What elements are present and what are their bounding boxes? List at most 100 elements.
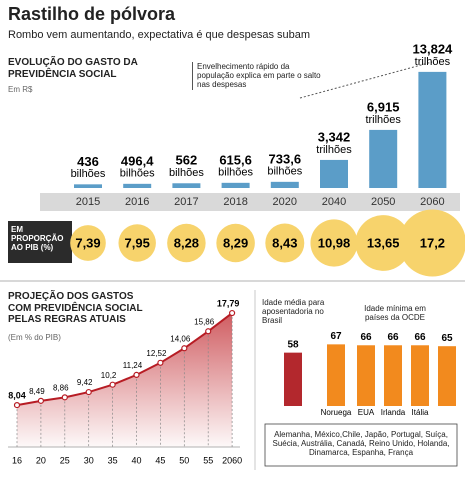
value-label: 7,95	[125, 235, 150, 250]
point	[205, 328, 212, 335]
bar	[123, 183, 152, 188]
chart-subtitle: Em R$	[8, 85, 33, 94]
x-tick-label: Noruega	[321, 408, 352, 417]
point	[109, 381, 116, 388]
x-tick-label: 2018	[223, 196, 247, 208]
chart-subtitle: (Em % do PIB)	[8, 333, 61, 342]
value-unit: bilhões	[71, 168, 106, 180]
x-tick-label: 55	[203, 455, 213, 465]
value-label: 8,49	[29, 387, 45, 396]
x-tick-label: 30	[84, 455, 94, 465]
bubble	[355, 215, 412, 271]
value-label: 496,4	[121, 153, 154, 168]
value-label: 10,98	[318, 235, 351, 250]
value-label: 8,04	[8, 390, 26, 400]
bar	[284, 352, 302, 406]
bubble	[265, 223, 305, 263]
value-label: 17,79	[217, 298, 240, 308]
x-tick-label: 2016	[125, 196, 149, 208]
bar	[411, 345, 429, 406]
value-label: 14,06	[170, 334, 191, 343]
group-label: Idade mínima em países da OCDE	[364, 304, 426, 323]
point	[229, 309, 236, 317]
chart-title: PROJEÇÃO DOS GASTOS COM PREVIDÊNCIA SOCI…	[8, 291, 143, 325]
value-label: 8,43	[272, 235, 297, 250]
x-tick-label: 25	[60, 455, 70, 465]
ratio-label: EM PROPORÇÃO AO PIB (%)	[11, 225, 64, 253]
value-unit: trilhões	[365, 114, 401, 126]
bar	[172, 183, 201, 188]
value-label: 10,2	[101, 371, 117, 380]
bar	[438, 346, 456, 406]
value-label: 17,2	[420, 235, 445, 250]
value-label: 6,915	[367, 99, 400, 114]
bar	[369, 129, 398, 188]
point	[157, 359, 164, 366]
value-label: 562	[176, 153, 198, 168]
x-tick-label: Itália	[412, 408, 429, 417]
bubble	[398, 209, 465, 277]
bar	[221, 182, 250, 188]
x-tick-label: 35	[108, 455, 118, 465]
point	[133, 371, 140, 378]
page-title: Rastilho de pólvora	[8, 4, 176, 24]
bubble	[167, 223, 206, 263]
value-label: 8,29	[223, 235, 248, 250]
annotation-leader	[299, 61, 433, 99]
x-tick-label: 2060	[420, 196, 444, 208]
point	[37, 397, 45, 404]
value-label: 436	[77, 154, 99, 169]
value-label: 11,24	[123, 361, 143, 370]
group-label: Idade média para aposentadoria no Brasil	[262, 298, 325, 326]
x-tick-label: 2015	[76, 196, 100, 208]
value-unit: bilhões	[120, 168, 155, 180]
value-unit: bilhões	[267, 166, 302, 178]
value-unit: trilhões	[415, 56, 451, 68]
bubble	[216, 223, 255, 263]
annotation: Envelhecimento rápido da população expli…	[192, 62, 325, 90]
note-box	[264, 423, 458, 467]
year-band	[40, 193, 460, 211]
ratio-label-box	[8, 221, 72, 263]
bar	[270, 181, 299, 188]
value-label: 13,65	[367, 235, 400, 250]
bubble	[70, 225, 106, 261]
point	[181, 345, 188, 352]
value-label: 13,824	[413, 41, 454, 56]
value-label: 66	[414, 332, 426, 343]
x-tick-label: 2040	[322, 196, 346, 208]
bar	[357, 345, 375, 406]
value-label: 8,28	[174, 235, 199, 250]
value-label: 66	[360, 332, 372, 343]
x-tick-label: 2060	[222, 455, 242, 465]
bar	[327, 344, 345, 406]
value-unit: bilhões	[218, 167, 253, 179]
x-tick-label: 16	[12, 455, 22, 465]
bar	[384, 345, 402, 406]
bubble	[310, 219, 358, 267]
x-tick-label: 2020	[273, 196, 297, 208]
value-label: 7,39	[75, 235, 100, 250]
value-label: 3,342	[318, 129, 351, 144]
x-tick-label: 45	[155, 455, 165, 465]
line	[16, 312, 233, 407]
x-tick-label: 2050	[371, 196, 395, 208]
x-tick-label: Irlanda	[381, 408, 406, 417]
point	[13, 402, 21, 409]
value-label: 9,42	[77, 378, 93, 387]
value-unit: trilhões	[316, 144, 352, 156]
value-label: 58	[287, 339, 299, 350]
value-label: 15,86	[194, 317, 215, 326]
x-tick-label: 20	[36, 455, 46, 465]
point	[85, 388, 92, 396]
x-tick-label: 50	[179, 455, 189, 465]
value-label: 66	[387, 332, 399, 343]
note: Alemanha, México,Chile, Japão, Portugal,…	[272, 430, 450, 458]
page-subtitle: Rombo vem aumentando, expectativa é que …	[8, 29, 311, 41]
bar	[74, 184, 102, 188]
value-label: 12,52	[146, 349, 167, 358]
bar	[320, 159, 348, 188]
point	[61, 394, 68, 401]
